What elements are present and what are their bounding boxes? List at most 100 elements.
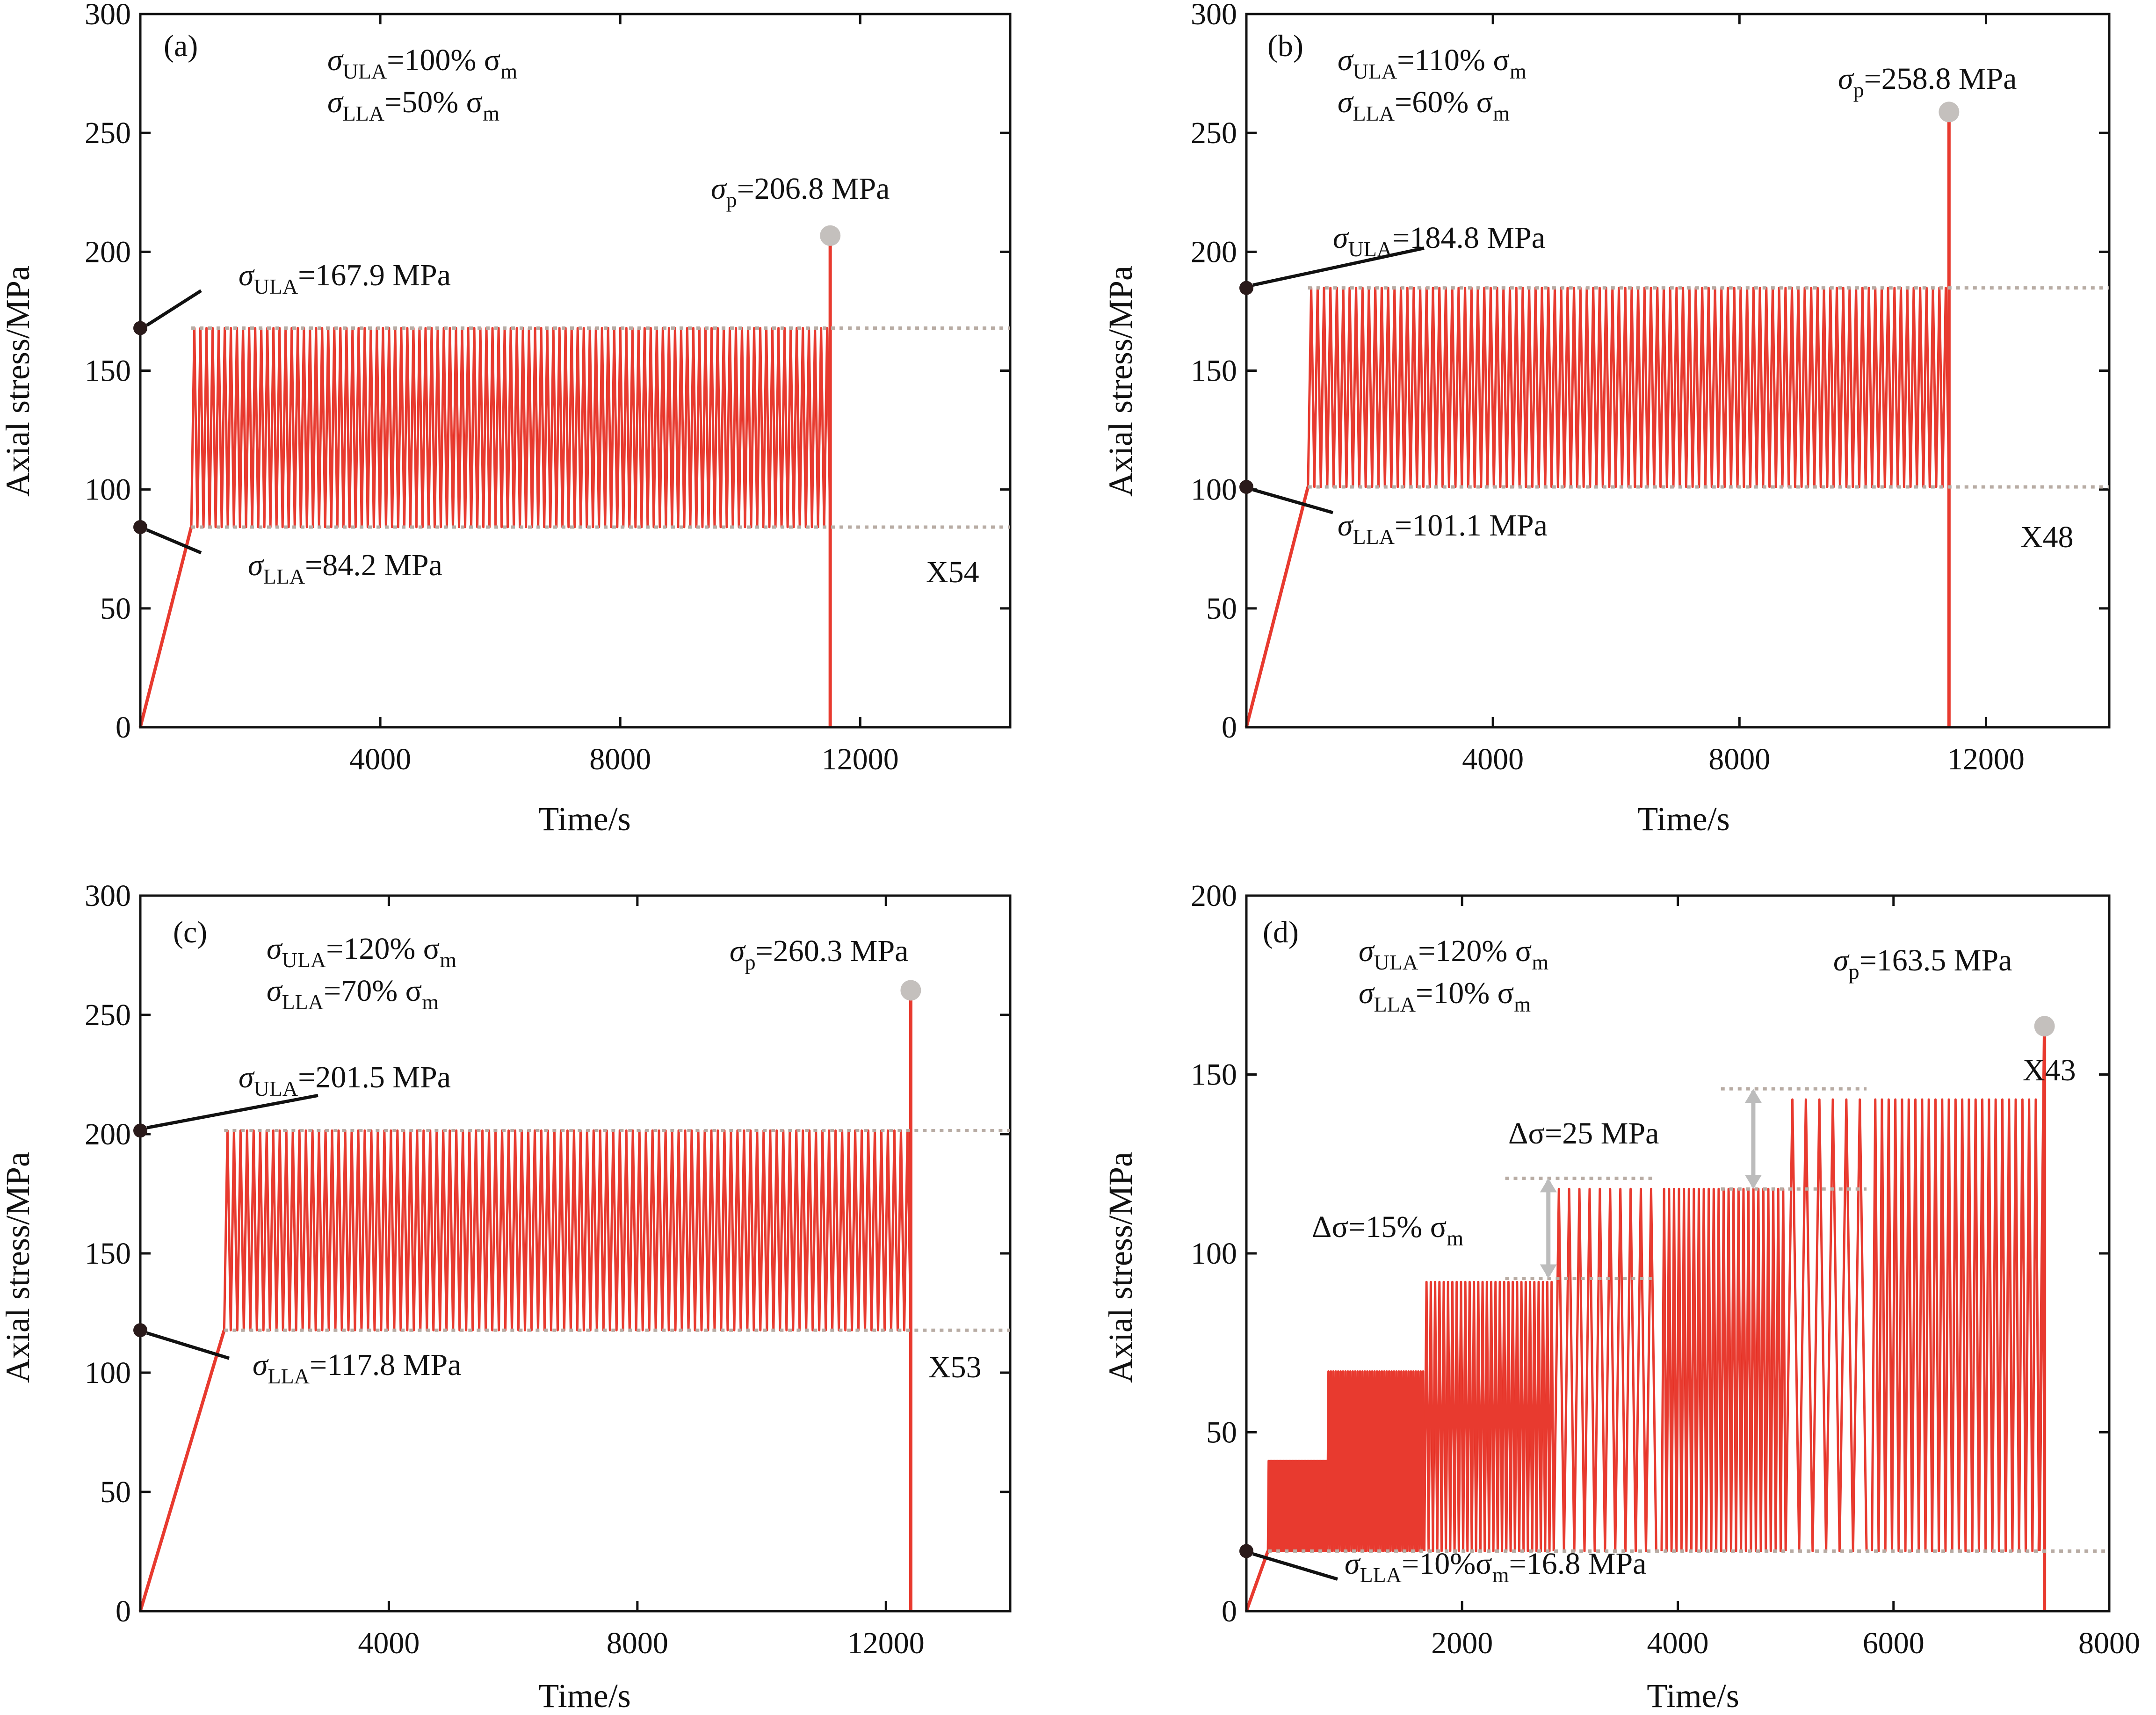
step-arrowhead-top-1	[1540, 1178, 1557, 1193]
x-tick-label: 8000	[589, 742, 651, 776]
x-tick-label: 12000	[822, 742, 899, 776]
y-tick-label: 0	[116, 1594, 131, 1628]
upper-limit-label: σULA=201.5 MPa	[239, 1060, 451, 1100]
x-tick-label: 4000	[1647, 1626, 1709, 1660]
y-ticks: 0 50 100 150 200 250 300	[1191, 0, 2109, 745]
x-axis-title: Time/s	[1647, 1677, 1739, 1715]
specimen-label: X54	[926, 555, 979, 589]
data-series	[1244, 1024, 2047, 1612]
condition-upper: σULA=120% σm	[1359, 934, 1548, 974]
y-tick-label: 0	[1222, 710, 1237, 745]
y-tick-label: 150	[85, 354, 131, 388]
y-tick-label: 200	[85, 1117, 131, 1151]
y-axis-title: Axial stress/MPa	[1102, 266, 1139, 497]
upper-limit-marker	[133, 321, 147, 335]
x-tick-label: 4000	[349, 742, 411, 776]
step-arrowhead-bottom-2	[1744, 1175, 1762, 1189]
y-tick-label: 100	[1191, 473, 1237, 507]
step-arrowhead-top-2	[1744, 1089, 1762, 1103]
condition-upper: σULA=120% σm	[267, 932, 456, 972]
peak-label: σp=260.3 MPa	[730, 934, 908, 974]
x-ticks: 2000 4000 6000 8000	[1431, 896, 2140, 1660]
y-tick-label: 250	[85, 116, 131, 150]
y-tick-label: 50	[100, 592, 131, 626]
x-tick-label: 2000	[1431, 1626, 1493, 1660]
x-axis-title: Time/s	[1637, 800, 1729, 838]
upper-limit-label: σULA=167.9 MPa	[239, 258, 451, 298]
peak-marker	[900, 980, 921, 1001]
x-tick-label: 6000	[1863, 1626, 1924, 1660]
x-ticks: 4000 8000 12000	[358, 896, 925, 1660]
lower-limit-marker	[1239, 1544, 1253, 1558]
x-tick-label: 12000	[847, 1626, 925, 1660]
lower-limit-marker	[1239, 480, 1253, 494]
x-ticks: 4000 8000 12000	[349, 14, 899, 776]
y-axis-title: Axial stress/MPa	[0, 1152, 36, 1383]
upper-limit-arrow	[146, 1093, 318, 1129]
x-axis-title: Time/s	[538, 800, 630, 838]
y-tick-label: 150	[85, 1237, 131, 1271]
y-axis-title: Axial stress/MPa	[1102, 1152, 1139, 1383]
x-tick-label: 8000	[607, 1626, 668, 1660]
failure-spike	[2037, 1024, 2047, 1611]
y-tick-label: 100	[85, 473, 131, 507]
y-tick-label: 100	[85, 1356, 131, 1390]
y-ticks: 0 50 100 150 200 250 300	[85, 879, 1010, 1628]
condition-upper: σULA=110% σm	[1338, 43, 1527, 83]
step-arrowhead-bottom-1	[1540, 1264, 1557, 1279]
y-axis-title: Axial stress/MPa	[0, 266, 36, 497]
cyclic-segment-1	[1266, 1460, 1329, 1552]
panel-label: (c)	[173, 915, 207, 949]
condition-lower: σLLA=70% σm	[267, 974, 439, 1014]
upper-limit-marker	[133, 1123, 147, 1138]
cyclic-segment-2	[1326, 1370, 1426, 1552]
panel-label: (a)	[164, 29, 198, 63]
peak-label: σp=258.8 MPa	[1838, 62, 2017, 102]
panel-label: (b)	[1267, 29, 1303, 63]
y-tick-label: 300	[1191, 0, 1237, 31]
specimen-label: X43	[2023, 1053, 2076, 1087]
lower-limit-label: σLLA=101.1 MPa	[1338, 508, 1548, 549]
lower-limit-label: σLLA=117.8 MPa	[253, 1348, 461, 1388]
y-tick-label: 50	[1206, 1416, 1237, 1450]
peak-marker	[820, 225, 841, 246]
y-tick-label: 100	[1191, 1237, 1237, 1271]
x-tick-label: 8000	[1708, 742, 1770, 776]
x-axis-title: Time/s	[538, 1677, 630, 1715]
y-ticks: 0 50 100 150 200	[1191, 879, 2109, 1628]
specimen-label: X48	[2020, 520, 2074, 554]
condition-lower: σLLA=50% σm	[327, 85, 499, 125]
upper-limit-label: σULA=184.8 MPa	[1333, 221, 1545, 261]
loading-ramp	[138, 1330, 226, 1612]
lower-limit-arrow	[1252, 488, 1333, 514]
lower-limit-marker	[133, 520, 147, 534]
y-ticks: 0 50 100 150 200 250 300	[85, 0, 1010, 745]
cyclic-segment-4	[1552, 1187, 1657, 1552]
y-tick-label: 200	[1191, 879, 1237, 913]
panel-b: 4000 8000 12000 0 50 100 150 200 250 300 (b) σUL…	[1102, 0, 2111, 838]
lower-limit-arrow	[1252, 1552, 1338, 1581]
loading-ramp	[138, 527, 193, 728]
y-tick-label: 200	[1191, 235, 1237, 269]
y-tick-label: 300	[85, 0, 131, 31]
y-tick-label: 50	[100, 1475, 131, 1509]
loading-ramp	[1244, 486, 1310, 728]
cyclic-segment-1	[190, 327, 832, 528]
panel-label: (d)	[1263, 915, 1299, 949]
panel-a: 4000 8000 12000 0 50 100 150 200 250 300 (a) σUL…	[0, 0, 1012, 838]
peak-label: σp=206.8 MPa	[711, 172, 890, 212]
cyclic-segment-6	[1784, 1098, 1868, 1552]
lower-limit-label: σLLA=84.2 MPa	[248, 548, 442, 588]
x-tick-label: 12000	[1947, 742, 2025, 776]
upper-limit-arrow	[1252, 246, 1425, 287]
y-tick-label: 0	[1222, 1594, 1237, 1628]
x-tick-label: 4000	[1462, 742, 1524, 776]
cyclic-segment-1	[1307, 287, 1950, 488]
peak-marker	[2034, 1016, 2055, 1037]
y-tick-label: 150	[1191, 1058, 1237, 1092]
data-series	[1244, 110, 1951, 728]
y-tick-label: 150	[1191, 354, 1237, 388]
step-annotation-2: Δσ=25 MPa	[1508, 1116, 1659, 1151]
